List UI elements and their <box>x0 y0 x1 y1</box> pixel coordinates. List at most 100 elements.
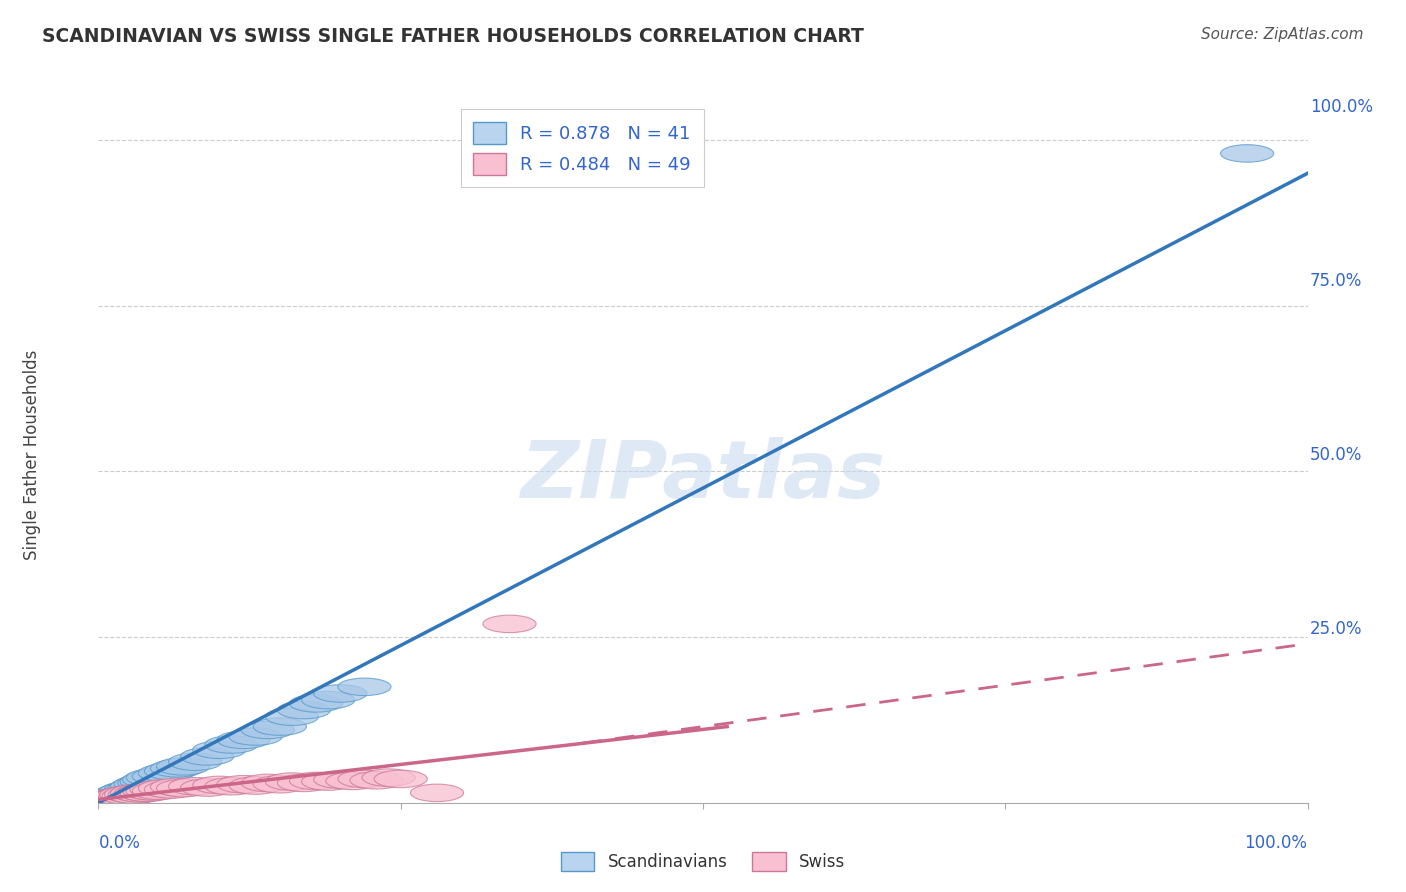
Ellipse shape <box>87 790 141 807</box>
Ellipse shape <box>104 786 157 803</box>
Ellipse shape <box>108 786 162 804</box>
Text: 100.0%: 100.0% <box>1244 834 1308 852</box>
Ellipse shape <box>217 775 270 793</box>
Ellipse shape <box>240 721 294 739</box>
Ellipse shape <box>229 777 283 794</box>
Ellipse shape <box>337 678 391 696</box>
Ellipse shape <box>326 772 380 789</box>
Ellipse shape <box>361 769 415 787</box>
Ellipse shape <box>87 788 141 805</box>
Text: 100.0%: 100.0% <box>1310 98 1374 116</box>
Ellipse shape <box>127 769 180 787</box>
Ellipse shape <box>98 786 152 804</box>
Text: 75.0%: 75.0% <box>1310 272 1362 290</box>
Ellipse shape <box>86 790 139 807</box>
Ellipse shape <box>77 790 131 808</box>
Ellipse shape <box>120 772 173 790</box>
Ellipse shape <box>86 789 139 807</box>
Ellipse shape <box>253 718 307 735</box>
Ellipse shape <box>217 731 270 748</box>
Ellipse shape <box>337 770 391 788</box>
Ellipse shape <box>122 771 176 789</box>
Ellipse shape <box>82 790 135 807</box>
Text: 50.0%: 50.0% <box>1310 446 1362 464</box>
Text: SCANDINAVIAN VS SWISS SINGLE FATHER HOUSEHOLDS CORRELATION CHART: SCANDINAVIAN VS SWISS SINGLE FATHER HOUS… <box>42 27 865 45</box>
Ellipse shape <box>120 784 173 802</box>
Ellipse shape <box>1220 145 1274 162</box>
Ellipse shape <box>482 615 536 632</box>
Ellipse shape <box>118 783 172 801</box>
Ellipse shape <box>314 685 367 702</box>
Ellipse shape <box>150 778 204 796</box>
Ellipse shape <box>79 790 132 808</box>
Ellipse shape <box>114 775 167 793</box>
Ellipse shape <box>108 780 162 797</box>
Ellipse shape <box>114 785 167 802</box>
Ellipse shape <box>76 792 129 810</box>
Text: ZIPatlas: ZIPatlas <box>520 437 886 515</box>
Ellipse shape <box>103 788 155 805</box>
Ellipse shape <box>314 771 367 789</box>
Ellipse shape <box>91 789 145 807</box>
Ellipse shape <box>266 708 319 725</box>
Ellipse shape <box>145 763 198 780</box>
Ellipse shape <box>290 772 343 789</box>
Ellipse shape <box>266 772 319 790</box>
Ellipse shape <box>205 736 259 753</box>
Legend: Scandinavians, Swiss: Scandinavians, Swiss <box>554 846 852 878</box>
Ellipse shape <box>205 778 259 795</box>
Ellipse shape <box>122 782 176 799</box>
Ellipse shape <box>301 772 354 790</box>
Ellipse shape <box>301 691 354 709</box>
Ellipse shape <box>90 789 143 806</box>
Ellipse shape <box>132 782 186 799</box>
Ellipse shape <box>132 767 186 785</box>
Ellipse shape <box>193 741 246 758</box>
Ellipse shape <box>90 789 143 805</box>
Ellipse shape <box>94 789 146 807</box>
Ellipse shape <box>111 778 163 795</box>
Ellipse shape <box>156 780 209 797</box>
Ellipse shape <box>145 780 198 798</box>
Ellipse shape <box>193 776 246 794</box>
Text: 25.0%: 25.0% <box>1310 620 1362 638</box>
Ellipse shape <box>77 791 131 809</box>
Ellipse shape <box>96 788 149 805</box>
Ellipse shape <box>169 753 222 771</box>
Ellipse shape <box>290 695 343 712</box>
Ellipse shape <box>156 757 209 775</box>
Ellipse shape <box>94 789 146 805</box>
Ellipse shape <box>111 784 163 802</box>
Ellipse shape <box>411 784 464 802</box>
Text: Source: ZipAtlas.com: Source: ZipAtlas.com <box>1201 27 1364 42</box>
Ellipse shape <box>80 790 134 807</box>
Ellipse shape <box>138 780 191 797</box>
Ellipse shape <box>127 783 180 800</box>
Ellipse shape <box>103 788 155 805</box>
Ellipse shape <box>104 780 157 798</box>
Ellipse shape <box>96 784 149 802</box>
Ellipse shape <box>169 778 222 795</box>
Ellipse shape <box>374 770 427 788</box>
Ellipse shape <box>84 790 138 808</box>
Ellipse shape <box>84 789 138 806</box>
Ellipse shape <box>277 701 330 719</box>
Ellipse shape <box>82 791 135 809</box>
Ellipse shape <box>253 775 307 793</box>
Ellipse shape <box>150 760 204 777</box>
Ellipse shape <box>138 764 191 781</box>
Ellipse shape <box>100 786 153 804</box>
Ellipse shape <box>229 728 283 746</box>
Text: Single Father Households: Single Father Households <box>22 350 41 560</box>
Text: 0.0%: 0.0% <box>98 834 141 852</box>
Ellipse shape <box>240 774 294 792</box>
Ellipse shape <box>350 772 404 789</box>
Ellipse shape <box>118 774 172 792</box>
Ellipse shape <box>80 791 134 809</box>
Ellipse shape <box>129 780 183 798</box>
Ellipse shape <box>180 779 233 797</box>
Ellipse shape <box>180 747 233 765</box>
Ellipse shape <box>98 789 152 806</box>
Ellipse shape <box>277 774 330 792</box>
Ellipse shape <box>100 782 153 799</box>
